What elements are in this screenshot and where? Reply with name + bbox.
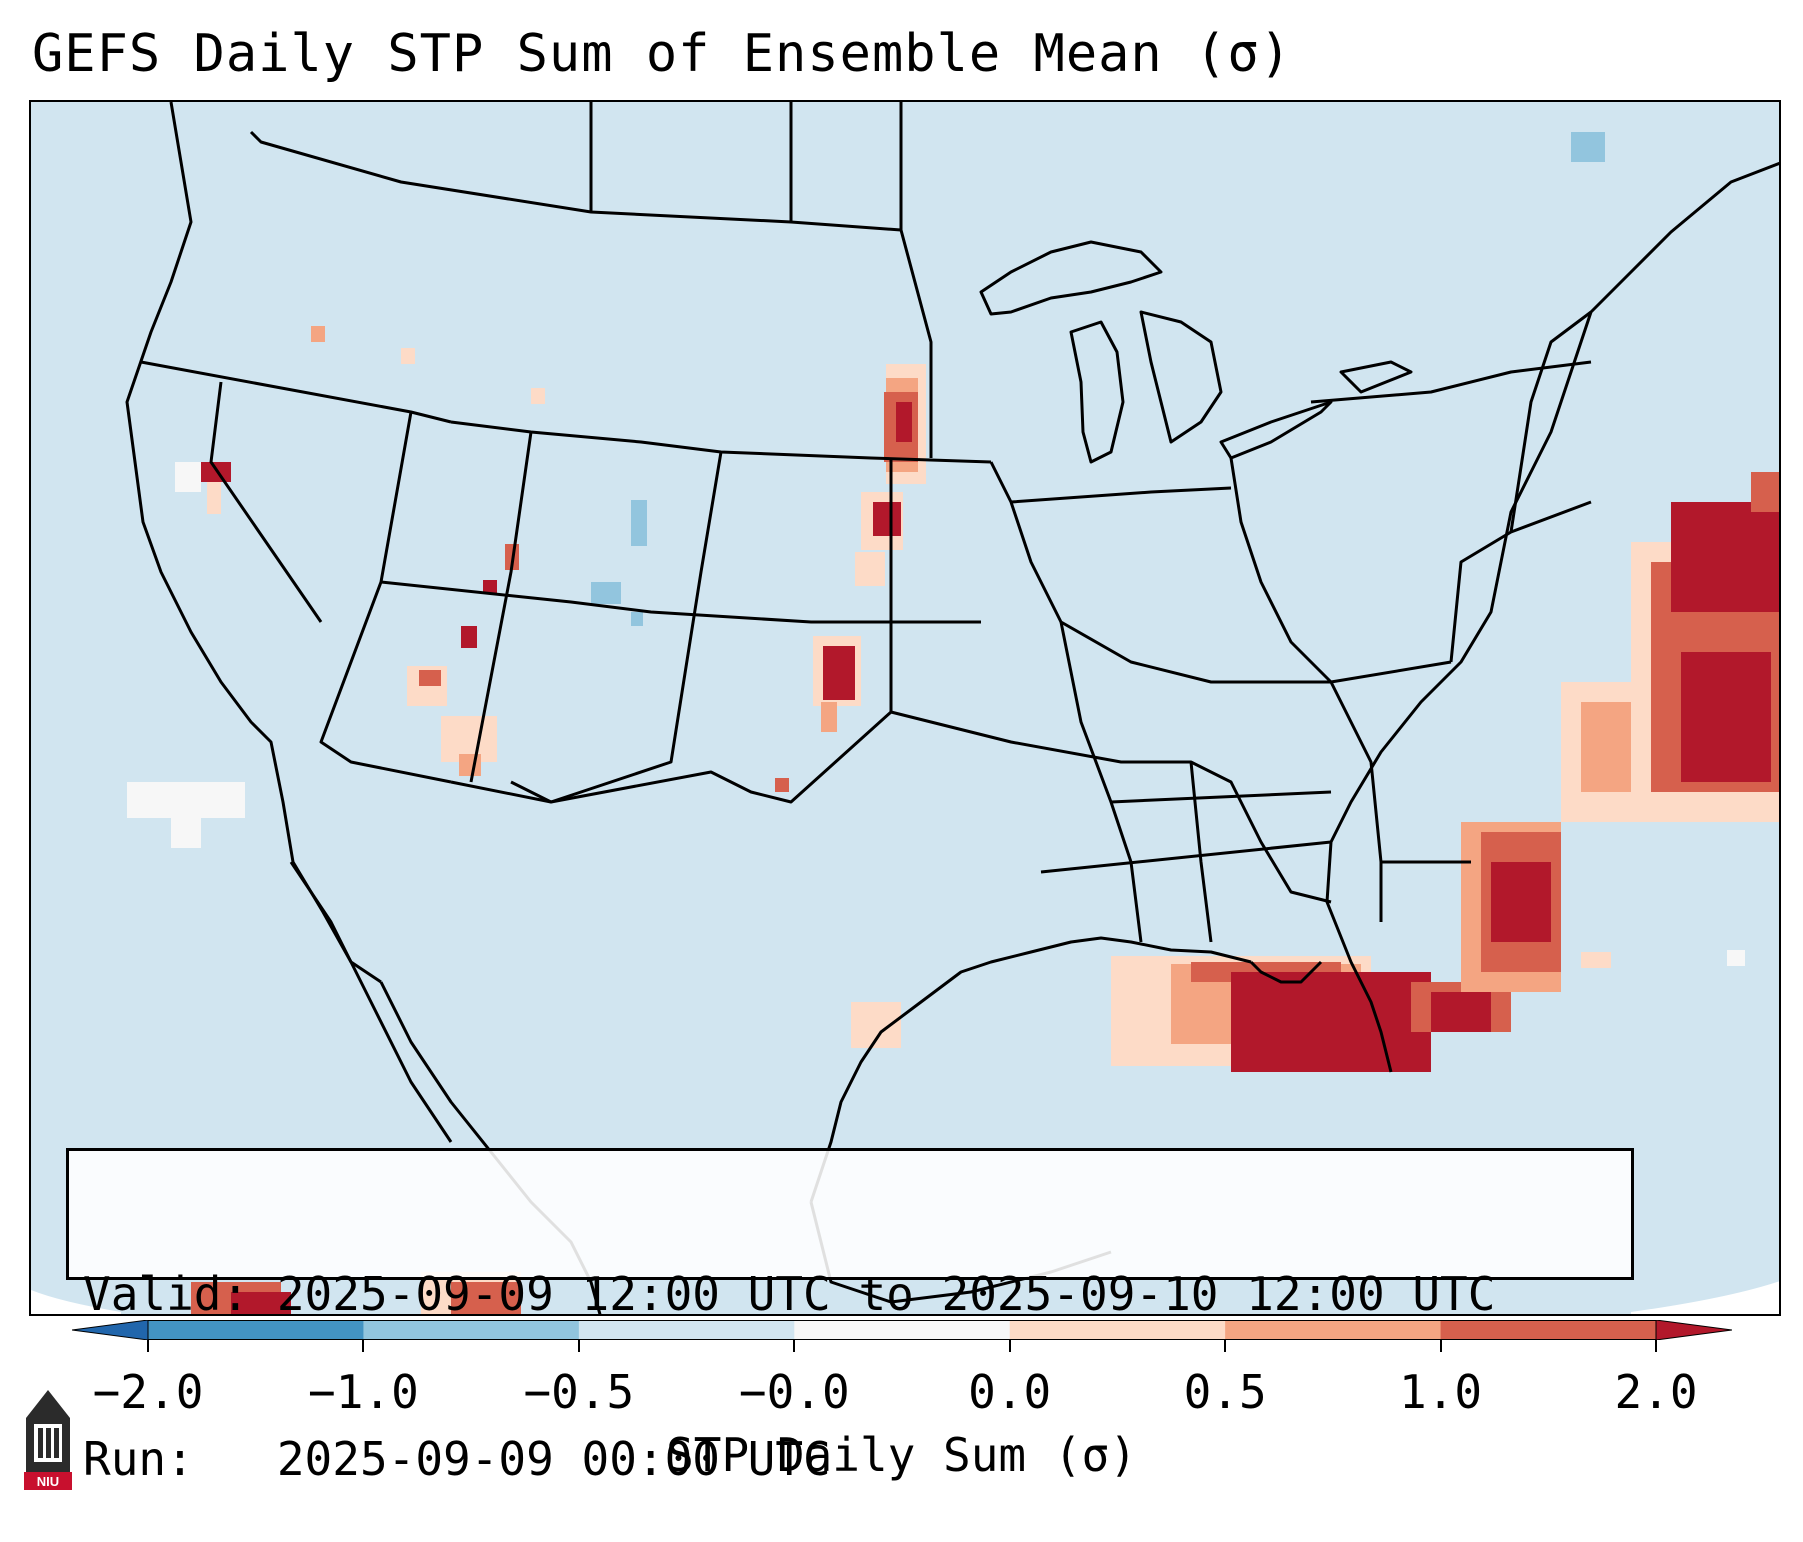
state-border (1449, 500, 1592, 663)
anomaly-cell (1571, 132, 1605, 162)
colorbar-segment (794, 1320, 1011, 1340)
anomaly-cell (1751, 472, 1779, 512)
colorbar-tick-label: −2.0 (92, 1365, 204, 1419)
map-canvas[interactable] (31, 102, 1781, 1316)
state-border (1310, 360, 1592, 404)
anomaly-cell (1727, 950, 1745, 966)
lake-ontario (1339, 360, 1413, 394)
state-border (1189, 761, 1213, 943)
anomaly-cell (823, 646, 855, 700)
anomaly-cell (1581, 952, 1611, 968)
logo-text: NIU (37, 1474, 59, 1489)
anomaly-cell (1491, 862, 1551, 942)
anomaly-cell (1671, 502, 1779, 612)
anomaly-cell (1581, 702, 1631, 792)
anomaly-cell (821, 702, 837, 732)
colorbar-tick-label: 1.0 (1399, 1365, 1483, 1419)
colorbar-segment (1440, 1320, 1657, 1340)
colorbar-tick-mark (1008, 1340, 1011, 1352)
state-border (510, 451, 723, 804)
anomaly-cell (896, 402, 912, 442)
florida-coastline (1249, 960, 1323, 984)
colorbar-over-arrow (1655, 1320, 1732, 1340)
state-border (1329, 681, 1383, 922)
state-border (1509, 310, 1592, 533)
state-border (1229, 457, 1333, 684)
valid-time-text: Valid: 2025-09-09 12:00 UTC to 2025-09-1… (83, 1267, 1496, 1321)
anomaly-cell (531, 388, 545, 404)
anomaly-cell (873, 502, 901, 536)
validity-info-box: Valid: 2025-09-09 12:00 UTC to 2025-09-1… (66, 1148, 1634, 1486)
colorbar-segment (1009, 1320, 1226, 1340)
anomaly-cell (201, 462, 231, 482)
niu-logo: NIU (24, 1390, 72, 1490)
anomaly-cell (1431, 992, 1491, 1032)
state-border (1110, 790, 1332, 804)
state-border (899, 229, 933, 458)
colorbar-tick-label: 2.0 (1614, 1365, 1698, 1419)
anomaly-cell (451, 1282, 521, 1314)
lake-michigan (1069, 320, 1125, 464)
anomaly-cell (775, 778, 789, 792)
colorbar (72, 1320, 1732, 1340)
colorbar-tick-label: 0.0 (968, 1365, 1052, 1419)
map-projection-area (31, 102, 1779, 1314)
colorbar-tick-mark (147, 1340, 149, 1352)
colorbar-segments (148, 1320, 1657, 1340)
colorbar-tick-label: −0.5 (523, 1365, 635, 1419)
colorbar-label: STP Daily Sum (σ) (666, 1428, 1137, 1482)
run-time-text: Run: 2025-09-09 00:00 UTC (83, 1432, 831, 1486)
baja-coastline (289, 861, 453, 1143)
anomaly-cell (459, 754, 481, 776)
anomaly-cell (207, 482, 221, 514)
anomaly-cell (311, 326, 325, 342)
map-panel[interactable] (29, 100, 1781, 1316)
colorbar-tick-mark (1655, 1340, 1657, 1352)
state-border (209, 381, 323, 623)
colorbar-tick-label: −0.0 (738, 1365, 850, 1419)
anomaly-cell (855, 552, 885, 586)
colorbar-tick-mark (793, 1340, 796, 1352)
anomaly-cell (401, 348, 415, 364)
state-border (1040, 840, 1332, 874)
state-border (989, 461, 1452, 684)
anomaly-cell (631, 500, 647, 546)
state-border (319, 411, 452, 784)
anomaly-cell (483, 580, 497, 594)
chart-title: GEFS Daily STP Sum of Ensemble Mean (σ) (32, 24, 1292, 84)
anomaly-cell (171, 818, 201, 848)
coastlines-and-borders (125, 102, 1779, 1314)
anomaly-cell (1681, 652, 1771, 782)
anomaly-cell (127, 782, 245, 818)
anomaly-cell (175, 462, 201, 492)
atlantic-coastline (1325, 161, 1779, 1073)
colorbar-tick-mark (577, 1340, 580, 1352)
anomaly-cell (631, 612, 643, 626)
anomaly-cell (1231, 972, 1431, 1072)
lake-superior (979, 240, 1163, 316)
colorbar-segment (578, 1320, 795, 1340)
colorbar-tick-mark (1439, 1340, 1442, 1352)
anomaly-cells (127, 132, 1779, 1314)
anomaly-cell (591, 582, 621, 604)
colorbar-under-arrow (72, 1320, 149, 1340)
state-border (890, 710, 1332, 904)
anomaly-cell (419, 670, 441, 686)
state-border (1010, 486, 1232, 504)
colorbar-tick-mark (362, 1340, 365, 1352)
gulf-coastline (809, 936, 1252, 1203)
state-border (469, 431, 533, 783)
anomaly-cell (461, 626, 477, 648)
colorbar-tick-mark (1224, 1340, 1227, 1352)
lake-huron (1139, 310, 1223, 444)
anomaly-cell (231, 1292, 291, 1314)
colorbar-tick-label: −1.0 (308, 1365, 419, 1419)
colorbar-segment (363, 1320, 580, 1340)
colorbar-tick-label: 0.5 (1183, 1365, 1267, 1419)
colorbar-segment (1225, 1320, 1442, 1340)
colorbar-segment (148, 1320, 364, 1340)
